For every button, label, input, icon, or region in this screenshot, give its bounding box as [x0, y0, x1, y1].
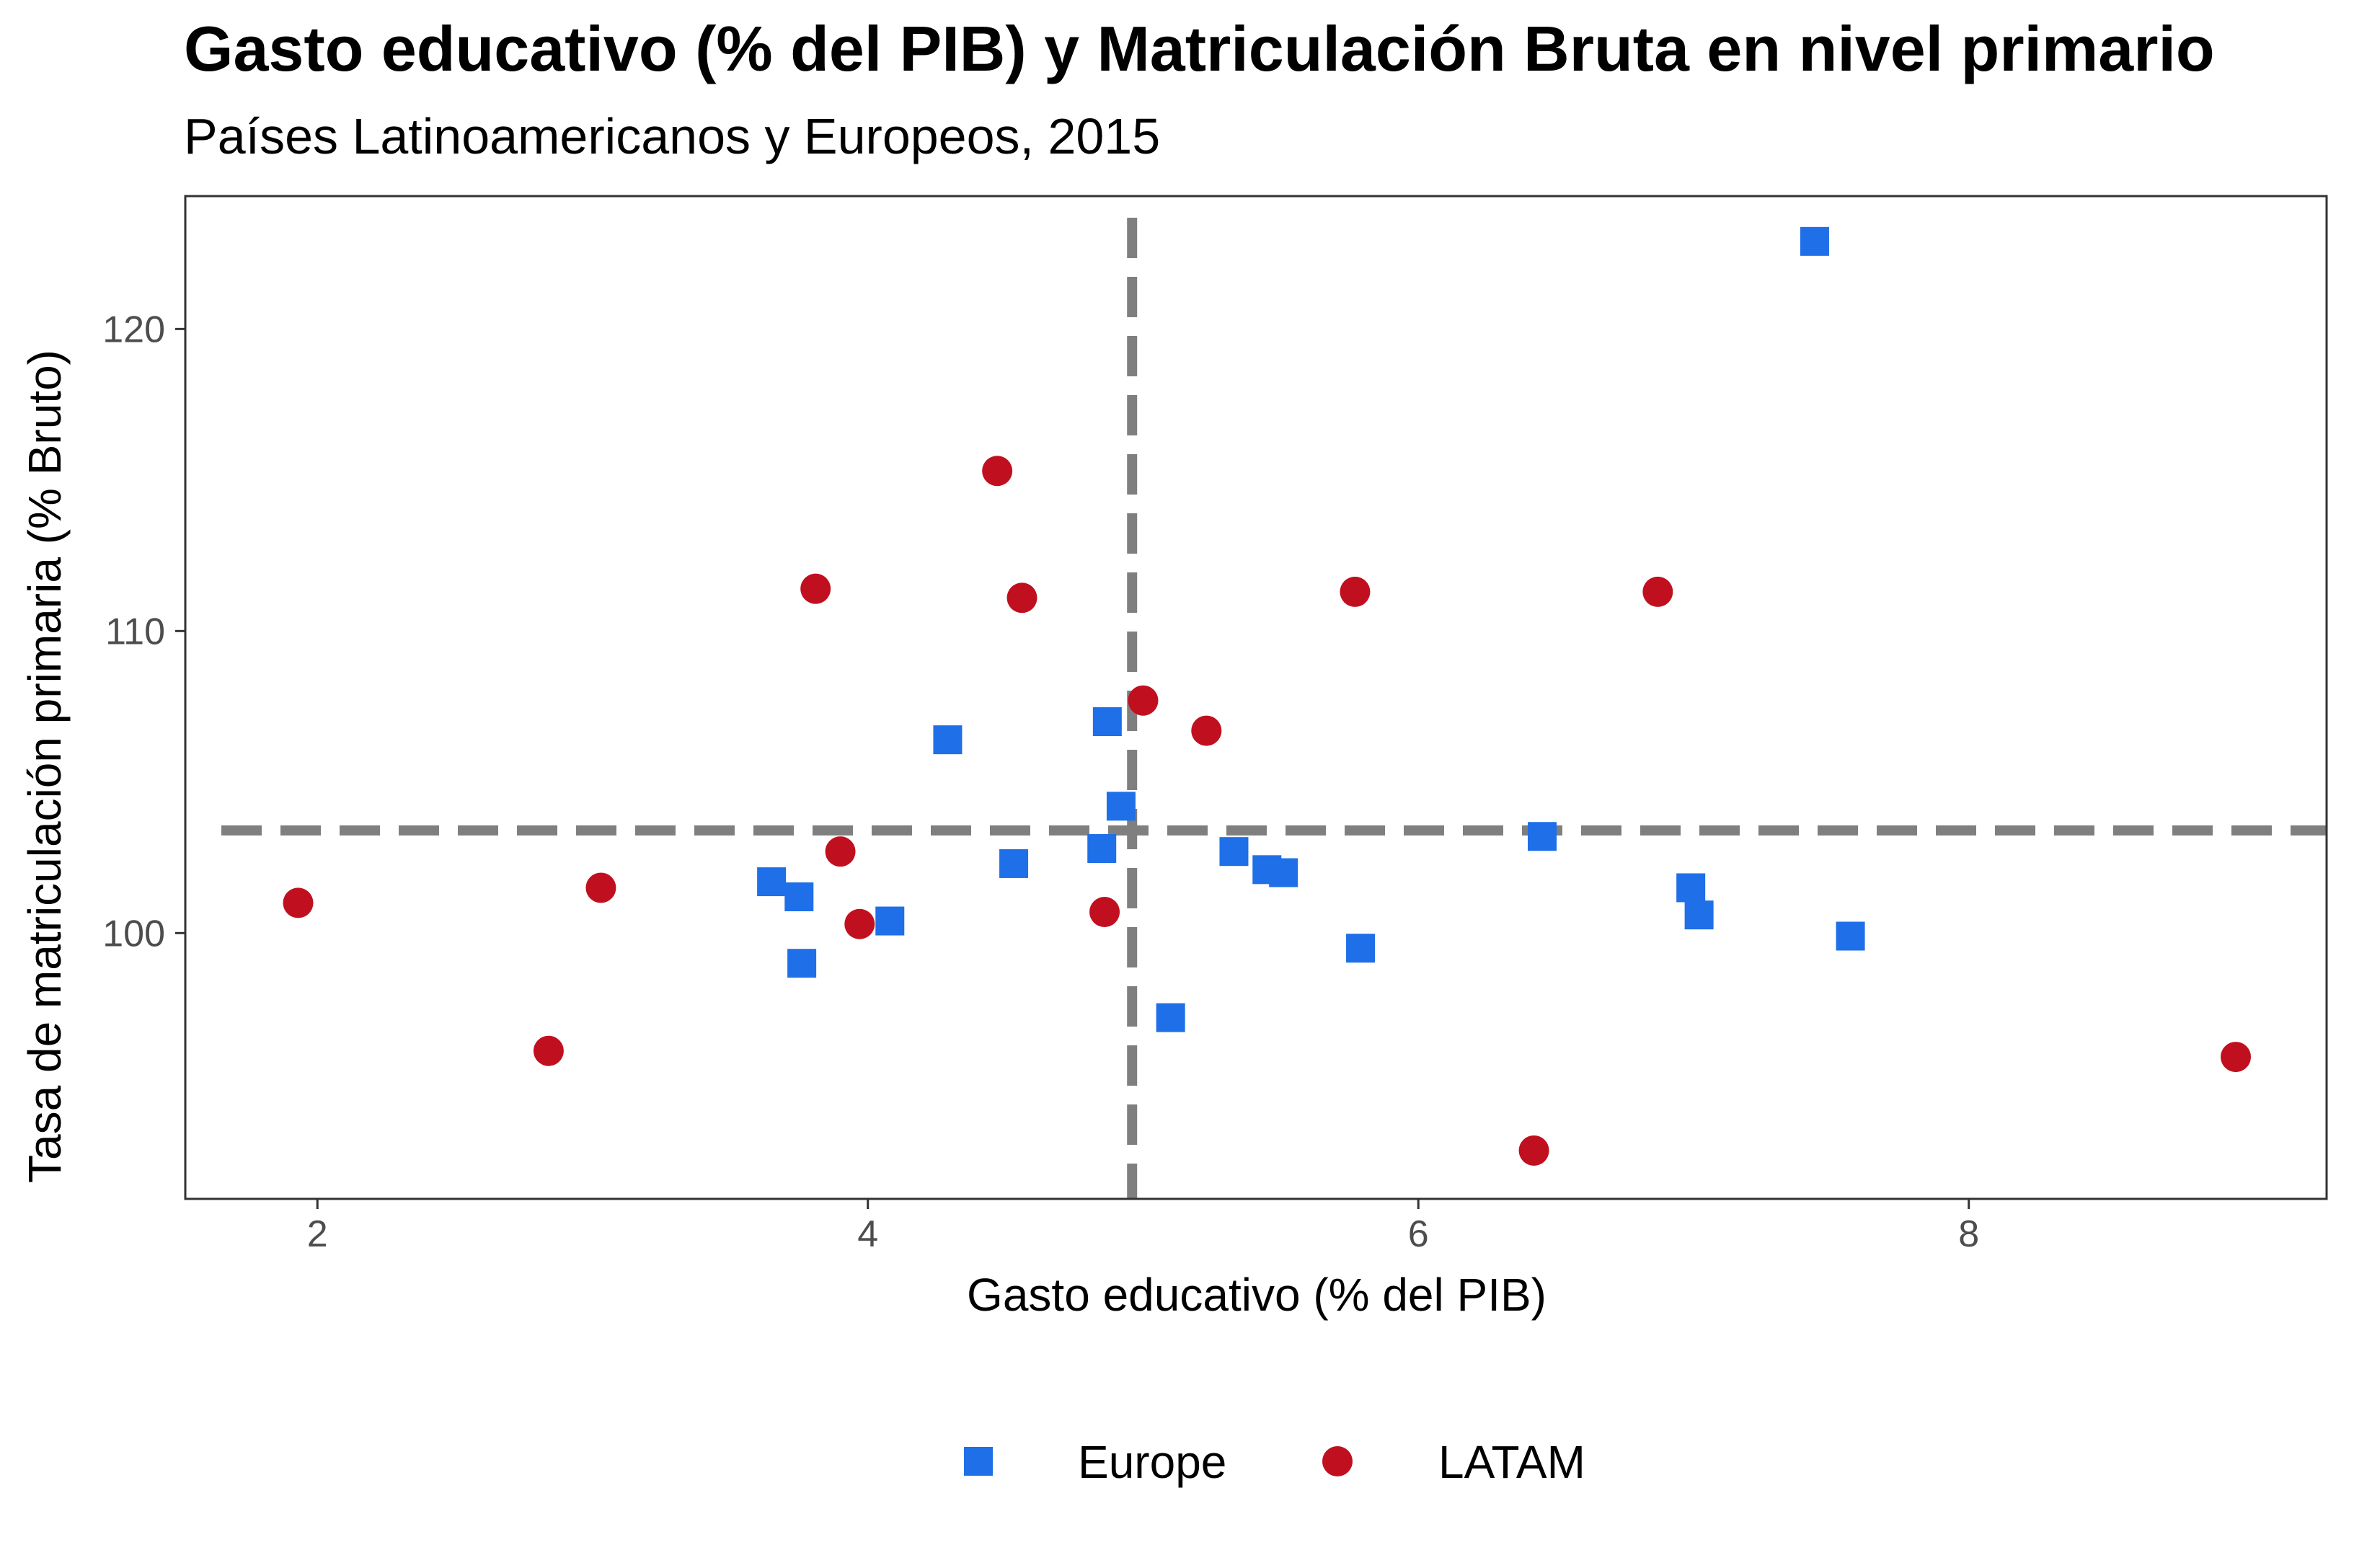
point-europe [933, 725, 963, 755]
y-axis-title: Tasa de matriculación primaria (% Bruto) [19, 350, 71, 1183]
point-europe [757, 867, 787, 897]
point-latam [283, 887, 314, 918]
point-europe [1836, 921, 1865, 951]
point-europe [999, 849, 1029, 878]
point-latam [1518, 1135, 1549, 1166]
point-latam [1006, 583, 1037, 614]
point-latam [982, 456, 1013, 487]
chart-title: Gasto educativo (% del PIB) y Matriculac… [184, 13, 2215, 84]
x-tick-label: 8 [1958, 1213, 1979, 1255]
panel-background [185, 196, 2327, 1199]
point-europe [1800, 226, 1829, 256]
chart-subtitle: Países Latinoamericanos y Europeos, 2015 [184, 108, 1160, 164]
x-tick-label: 2 [307, 1213, 328, 1255]
y-tick-label: 120 [102, 309, 165, 350]
plot-panel [185, 196, 2327, 1199]
point-latam [825, 836, 856, 867]
point-latam [844, 908, 875, 939]
y-axis: 100 110 120 [102, 309, 185, 954]
legend: Europe LATAM [964, 1436, 1585, 1488]
legend-key-latam [1322, 1446, 1353, 1476]
point-europe [1684, 900, 1714, 930]
point-europe [1269, 858, 1298, 887]
point-latam [1340, 576, 1371, 607]
point-europe [1106, 792, 1136, 821]
x-tick-label: 6 [1408, 1213, 1429, 1255]
point-europe [1528, 822, 1557, 851]
point-latam [1642, 576, 1673, 607]
point-europe [784, 882, 814, 912]
panel-border [184, 195, 2328, 1200]
point-latam [2221, 1042, 2252, 1073]
point-latam [1128, 685, 1159, 716]
point-europe [787, 949, 817, 978]
point-europe [1346, 934, 1376, 963]
x-axis-title: Gasto educativo (% del PIB) [967, 1269, 1547, 1321]
point-latam [800, 573, 831, 604]
point-latam [1089, 896, 1120, 927]
legend-label-latam: LATAM [1438, 1436, 1585, 1488]
x-tick-label: 4 [857, 1213, 878, 1255]
y-tick-label: 100 [102, 913, 165, 954]
x-axis: 2 4 6 8 [307, 1199, 1979, 1255]
point-europe [1676, 873, 1706, 903]
point-europe [1156, 1003, 1185, 1032]
point-europe [1092, 707, 1122, 737]
point-latam [533, 1035, 564, 1066]
legend-label-europe: Europe [1078, 1436, 1226, 1488]
point-europe [1087, 833, 1117, 863]
data-points [283, 226, 2252, 1166]
legend-key-europe [964, 1447, 993, 1476]
point-europe [1219, 837, 1249, 867]
point-europe [875, 906, 905, 936]
y-tick-label: 110 [105, 611, 165, 652]
point-latam [585, 872, 616, 903]
point-latam [1191, 715, 1222, 746]
